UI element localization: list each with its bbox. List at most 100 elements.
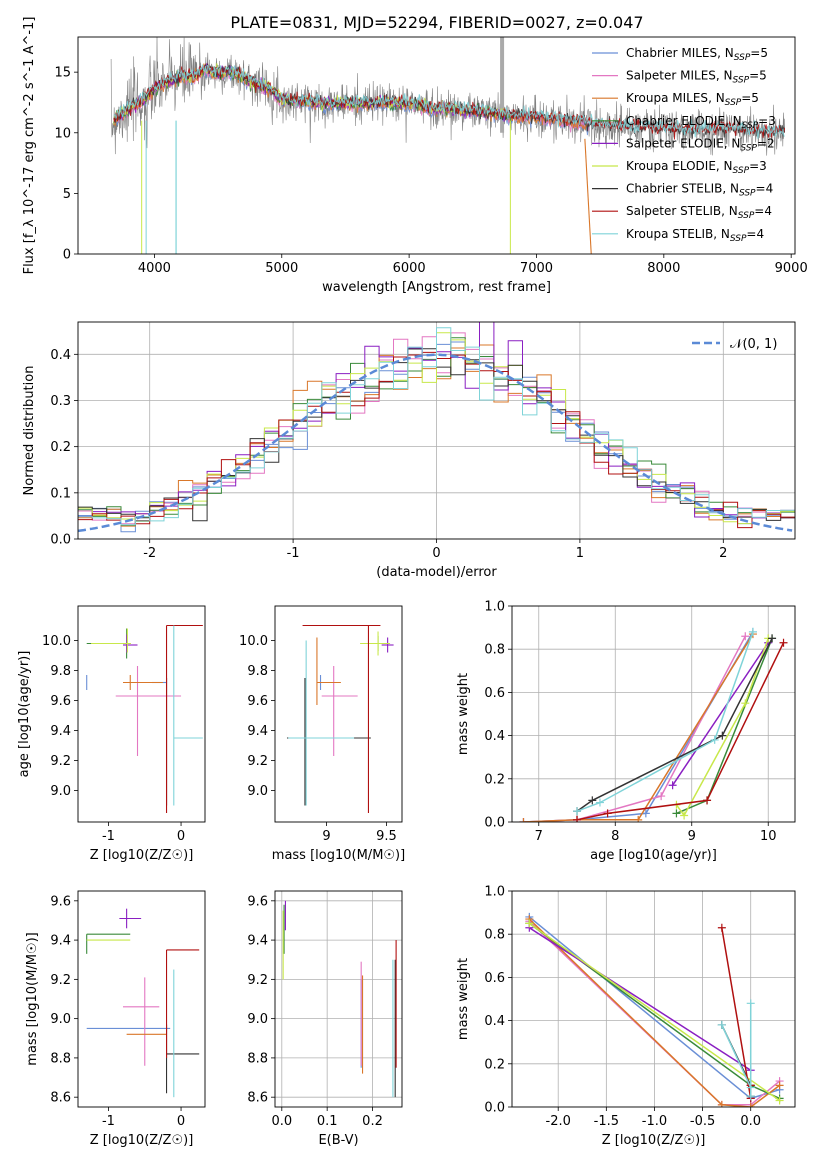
plus-marker: [741, 632, 750, 641]
mass-weight-line: [523, 635, 746, 822]
panel-age-vs-mass: 9 9.5 9.0 9.2 9.4 9.6 9.8 10.0 mass [log10(M/M☉)…: [239, 605, 405, 863]
x-tick-label: 5000: [265, 261, 298, 276]
legend-nssp-prefix: , N: [724, 136, 741, 150]
plot-area: [78, 322, 795, 539]
plot-area: [86, 908, 200, 1098]
errorbar-point: [286, 678, 371, 806]
mass-weight-line: [671, 642, 769, 786]
plus-marker: [703, 796, 712, 805]
legend-name: Salpeter ELODIE: [626, 136, 724, 150]
y-tick-label: 9.2: [247, 973, 268, 988]
plus-marker: [641, 809, 650, 818]
x-tick-label: 9: [688, 829, 696, 844]
legend-name: Salpeter STELIB: [626, 204, 721, 218]
legend-nssp-sub: SSP: [738, 211, 755, 221]
plus-marker: [680, 811, 689, 820]
legend-nssp-sub: SSP: [740, 143, 757, 153]
mass-weight-line: [528, 927, 752, 1071]
mass-weight-line: [528, 922, 781, 1102]
panel-mass-weight-vs-age: 7 8 9 10 0.0 0.2 0.4 0.6 0.8 1.0 age [log10(age/yr…: [456, 600, 796, 863]
plus-marker: [603, 809, 612, 818]
axes-frame: [77, 36, 796, 255]
mass-weight-line: [528, 918, 781, 1107]
axes-frame: [77, 890, 206, 1108]
y-tick-label: 0.0: [50, 533, 71, 548]
x-tick-label: 6000: [393, 261, 426, 276]
x-tick-label: 2: [719, 546, 727, 561]
y-tick-label: 0.2: [484, 772, 505, 787]
x-tick-label: 7000: [520, 261, 553, 276]
x-tick-label: 0: [177, 829, 185, 844]
legend-nssp-prefix: , N: [713, 227, 730, 241]
x-axis-label: age [log10(age/yr)]: [590, 848, 717, 863]
legend-nssp-sub: SSP: [739, 189, 756, 199]
plus-marker: [519, 818, 528, 822]
legend-name: Kroupa MILES: [626, 91, 708, 105]
x-tick-label: 0: [432, 546, 440, 561]
x-tick-label: -1: [102, 829, 115, 844]
plot-area: [275, 891, 402, 1107]
plus-marker: [710, 735, 719, 744]
y-tick-label: 9.2: [50, 754, 71, 769]
y-tick-label: 0.6: [484, 686, 505, 701]
x-tick-label: -1.0: [642, 1114, 667, 1129]
errorbar-point: [165, 624, 203, 813]
legend-nssp-prefix: , N: [708, 91, 725, 105]
y-tick-label: 9.6: [50, 694, 71, 709]
y-tick-label: 0.0: [484, 1101, 505, 1116]
errorbar-point: [122, 977, 160, 1066]
y-tick-label: 10: [54, 126, 71, 141]
legend-nssp-value: 5: [760, 46, 768, 60]
x-tick-label: -0.5: [690, 1114, 715, 1129]
y-tick-label: 10.0: [239, 634, 268, 649]
x-axis-label: Z [log10(Z/Z☉)]: [90, 848, 194, 863]
x-tick-label: 0.1: [317, 1114, 338, 1129]
y-tick-label: 9.6: [50, 894, 71, 909]
legend-eq: =: [749, 159, 759, 173]
plus-marker: [746, 1083, 755, 1092]
legend-nssp-value: 2: [767, 136, 775, 150]
legend-nssp-value: 4: [764, 204, 772, 218]
x-tick-label: 9.5: [376, 829, 397, 844]
x-tick-label: -1: [287, 546, 300, 561]
x-tick-label: 9: [322, 829, 330, 844]
legend-nssp-sub: SSP: [734, 53, 751, 63]
legend-nssp-sub: SSP: [730, 234, 747, 244]
y-axis-label: Flux [f_λ 10^-17 erg cm^-2 s^-1 A^-1]: [22, 17, 37, 275]
plus-marker: [768, 634, 777, 643]
y-tick-label: 9.0: [50, 784, 71, 799]
y-tick-label: 8.8: [50, 1051, 71, 1066]
y-tick-label: 9.6: [247, 894, 268, 909]
axes-frame: [511, 605, 796, 823]
x-tick-label: 1: [576, 546, 584, 561]
legend-label: Chabrier STELIB, NSSP=4: [626, 182, 773, 199]
legend-nssp-value: 4: [766, 182, 774, 196]
y-tick-label: 9.2: [247, 754, 268, 769]
y-tick-label: 9.0: [50, 1012, 71, 1027]
x-axis-label: E(B-V): [318, 1133, 358, 1148]
errorbar-point: [165, 1024, 200, 1094]
legend-label: Salpeter MILES, NSSP=5: [626, 69, 767, 86]
legend-name: Chabrier MILES: [626, 46, 717, 60]
legend-nssp-prefix: , N: [722, 182, 739, 196]
errorbar-point: [302, 624, 381, 813]
y-tick-label: 0.1: [50, 486, 71, 501]
plus-marker: [595, 798, 604, 807]
plus-marker: [775, 1096, 784, 1105]
y-tick-label: 9.4: [50, 724, 71, 739]
plus-marker: [746, 1103, 755, 1107]
panel-residuals: -2 -1 0 1 2 0.0 0.1 0.2 0.3 0.4 (data-model)/error…: [22, 321, 796, 580]
mass-weight-line: [576, 642, 785, 821]
legend-nssp-value: 3: [768, 114, 776, 128]
plus-marker: [588, 796, 597, 805]
y-tick-label: 9.8: [247, 664, 268, 679]
x-tick-label: -2.0: [546, 1114, 571, 1129]
legend-nssp-prefix: , N: [725, 114, 742, 128]
axes-frame: [511, 890, 796, 1108]
mass-weight-line: [675, 638, 769, 817]
legend-nssp-value: 4: [756, 227, 764, 241]
legend-nssp-prefix: , N: [716, 69, 733, 83]
legend-nssp-prefix: , N: [717, 46, 734, 60]
